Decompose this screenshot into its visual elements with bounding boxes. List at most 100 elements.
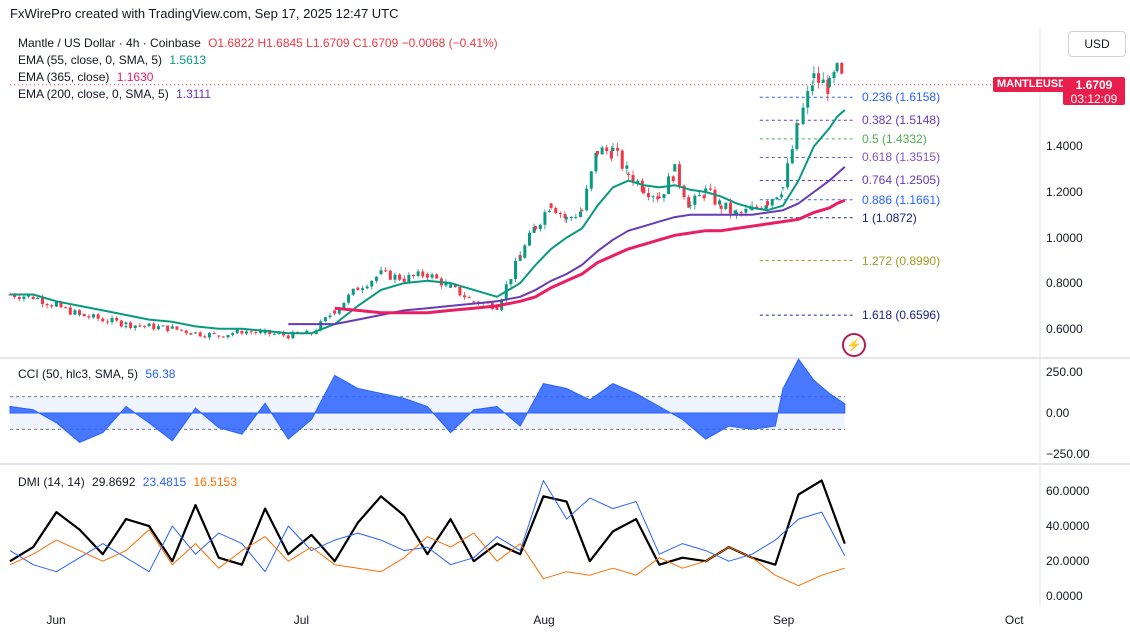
candle-body (563, 214, 567, 219)
candle-body (538, 224, 542, 230)
candle-body (646, 193, 650, 198)
candle-body (527, 232, 531, 246)
candle-body (704, 188, 708, 192)
candle-body (212, 333, 216, 335)
time-axis-label: Sep (773, 613, 795, 627)
watermark-header: FxWirePro created with TradingView.com, … (10, 6, 399, 21)
candle-body (826, 79, 830, 94)
candle-body (91, 314, 95, 318)
candle-body (189, 333, 193, 335)
candle-body (755, 206, 759, 208)
candle-body (812, 73, 816, 79)
dmi-line-di-plus (9, 480, 846, 573)
ohlc-values: O1.6822 H1.6845 L1.6709 C1.6709 −0.0068 … (208, 36, 498, 50)
candle-body (129, 322, 133, 329)
cci-label: CCI (50, hlc3, SMA, 5) (18, 367, 139, 381)
candle-body (733, 210, 737, 214)
candle-body (384, 270, 388, 272)
symbol-legend: Mantle / US Dollar · 4h · Coinbase O1.68… (18, 36, 502, 50)
candle-body (554, 208, 558, 214)
candle-body (514, 260, 518, 279)
ema55-legend[interactable]: EMA (55, close, 0, SMA, 5) 1.5613 (18, 53, 210, 67)
price-axis-tick-label: 0.8000 (1046, 276, 1083, 291)
candle-body (152, 323, 156, 330)
candle-body (532, 226, 536, 233)
price-axis-tick-label: 1.0000 (1046, 230, 1083, 245)
candle-body (835, 63, 839, 72)
candle-body (282, 332, 286, 336)
candle-body (698, 195, 702, 197)
candle-body (574, 216, 578, 218)
candle-body (548, 210, 552, 213)
candle-body (458, 287, 462, 296)
candle-body (379, 270, 383, 274)
candle-body (398, 274, 402, 280)
time-axis-label: Jun (46, 613, 66, 627)
candle-body (605, 147, 609, 152)
fib-level-label: 1.272 (0.8990) (862, 253, 941, 268)
candle-body (258, 330, 262, 333)
ema200-value: 1.3111 (176, 87, 211, 101)
tradingview-logo-icon[interactable]: ⚡ (842, 333, 866, 357)
candle-body (620, 150, 624, 169)
candle-body (671, 176, 675, 182)
candle-body (735, 212, 739, 215)
candle-body (724, 202, 728, 209)
candle-body (161, 325, 165, 327)
candle-body (840, 63, 844, 74)
candle-body (682, 185, 686, 198)
candle-body (766, 201, 770, 206)
candle-body (578, 211, 582, 217)
dmi-line-di-minus (9, 529, 845, 587)
candle-body (467, 297, 471, 299)
candle-body (687, 197, 691, 208)
cci-legend[interactable]: CCI (50, hlc3, SMA, 5) 56.38 (18, 367, 179, 381)
candle-body (207, 333, 211, 338)
dmi-legend[interactable]: DMI (14, 14) 29.8692 23.4815 16.5153 (18, 475, 241, 489)
candle-body (801, 107, 805, 124)
candle-body (609, 151, 613, 159)
candle-body (657, 196, 661, 198)
candle-body (739, 212, 743, 214)
candle-body (779, 194, 783, 198)
candle-body (133, 325, 137, 329)
fib-level-label: 1 (1.0872) (862, 210, 917, 225)
candle-body (595, 151, 599, 155)
candle-body (231, 333, 235, 335)
candle-body (110, 318, 114, 323)
candle-body (677, 164, 681, 186)
candle-body (795, 123, 799, 150)
price-axis-tick-label: 0.6000 (1046, 321, 1083, 336)
candle-body (393, 274, 397, 280)
candle-body (87, 316, 91, 318)
candle-body (333, 310, 337, 314)
candle-body (337, 307, 341, 314)
candle-body (495, 305, 499, 310)
currency-button[interactable]: USD (1068, 31, 1126, 57)
candle-body (509, 278, 513, 285)
ema365-legend[interactable]: EMA (365, close) 1.1630 (18, 70, 157, 84)
candle-body (13, 294, 17, 298)
candle-body (40, 298, 44, 305)
candle-body (277, 332, 281, 334)
candle-body (817, 73, 821, 83)
ema-line-ema200 (288, 166, 846, 326)
symbol-name[interactable]: Mantle / US Dollar · 4h · Coinbase (18, 36, 201, 50)
cci-axis-tick-label: 0.00 (1046, 406, 1070, 420)
candle-body (249, 331, 253, 333)
ema200-legend[interactable]: EMA (200, close, 0, SMA, 5) 1.3111 (18, 87, 215, 101)
candle-body (96, 314, 100, 319)
candle-body (611, 147, 615, 151)
candle-body (402, 278, 406, 282)
dmi-plus-value: 23.4815 (142, 475, 187, 489)
ema200-label: EMA (200, close, 0, SMA, 5) (18, 87, 169, 101)
dmi-axis-tick-label: 0.0000 (1046, 589, 1083, 604)
candle-body (156, 326, 160, 330)
cci-axis-tick-label: 250.00 (1046, 365, 1083, 380)
candle-body (523, 245, 527, 258)
ema365-label: EMA (365, close) (18, 70, 110, 84)
candle-body (59, 302, 63, 308)
dmi-minus-value: 16.5153 (193, 475, 237, 489)
candle-body (430, 274, 434, 278)
